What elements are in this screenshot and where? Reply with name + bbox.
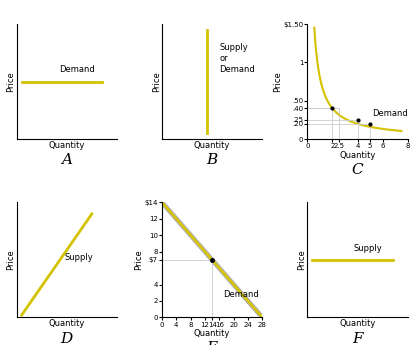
Y-axis label: Price: Price <box>297 249 306 270</box>
Y-axis label: Price: Price <box>6 249 15 270</box>
Text: D: D <box>61 332 73 345</box>
Text: Demand: Demand <box>223 290 259 299</box>
Text: Supply: Supply <box>65 253 94 262</box>
Y-axis label: Price: Price <box>6 71 15 92</box>
Text: Demand: Demand <box>59 66 95 75</box>
Text: B: B <box>206 154 218 167</box>
Y-axis label: Price: Price <box>273 71 282 92</box>
Y-axis label: Price: Price <box>152 71 161 92</box>
Y-axis label: Price: Price <box>134 249 143 270</box>
Text: Supply: Supply <box>353 244 382 253</box>
Text: F: F <box>352 332 363 345</box>
Text: E: E <box>207 341 218 345</box>
Text: A: A <box>61 154 72 167</box>
X-axis label: Quantity: Quantity <box>49 319 85 328</box>
Text: Demand: Demand <box>373 109 409 118</box>
Text: C: C <box>352 162 363 177</box>
X-axis label: Quantity: Quantity <box>194 329 230 338</box>
X-axis label: Quantity: Quantity <box>339 319 376 328</box>
Text: Supply
or
Demand: Supply or Demand <box>219 43 255 74</box>
X-axis label: Quantity: Quantity <box>339 151 376 160</box>
X-axis label: Quantity: Quantity <box>194 140 230 149</box>
X-axis label: Quantity: Quantity <box>49 140 85 149</box>
